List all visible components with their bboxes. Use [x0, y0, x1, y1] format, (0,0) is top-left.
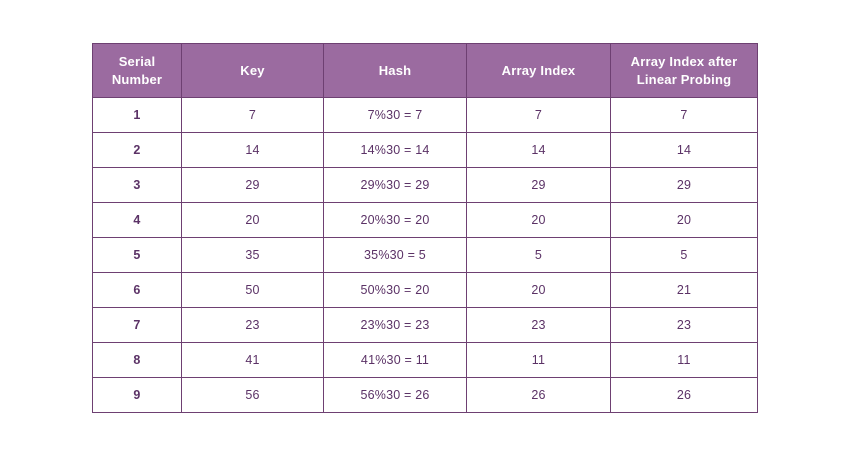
table-row: 8 41 41%30 = 11 11 11 [92, 342, 758, 378]
cell-probed-index: 29 [610, 167, 758, 203]
table-row: 3 29 29%30 = 29 29 29 [92, 167, 758, 203]
cell-array-index: 7 [466, 97, 611, 133]
cell-serial: 8 [92, 342, 182, 378]
table-row: 2 14 14%30 = 14 14 14 [92, 132, 758, 168]
table-row: 6 50 50%30 = 20 20 21 [92, 272, 758, 308]
cell-array-index: 20 [466, 272, 611, 308]
cell-hash: 23%30 = 23 [323, 307, 467, 343]
cell-serial: 9 [92, 377, 182, 413]
cell-key: 41 [181, 342, 324, 378]
cell-serial: 7 [92, 307, 182, 343]
table-body: 1 7 7%30 = 7 7 7 2 14 14%30 = 14 14 14 3… [92, 97, 758, 413]
cell-probed-index: 26 [610, 377, 758, 413]
table-row: 9 56 56%30 = 26 26 26 [92, 377, 758, 413]
cell-probed-index: 11 [610, 342, 758, 378]
cell-array-index: 20 [466, 202, 611, 238]
cell-key: 35 [181, 237, 324, 273]
cell-hash: 41%30 = 11 [323, 342, 467, 378]
table-row: 7 23 23%30 = 23 23 23 [92, 307, 758, 343]
header-row: Serial Number Key Hash Array Index Array… [92, 43, 758, 98]
cell-probed-index: 7 [610, 97, 758, 133]
cell-key: 23 [181, 307, 324, 343]
cell-serial: 1 [92, 97, 182, 133]
table-row: 1 7 7%30 = 7 7 7 [92, 97, 758, 133]
column-header-key: Key [181, 43, 324, 98]
cell-key: 56 [181, 377, 324, 413]
cell-array-index: 11 [466, 342, 611, 378]
cell-array-index: 14 [466, 132, 611, 168]
column-header-array-index: Array Index [466, 43, 611, 98]
column-header-serial-number: Serial Number [92, 43, 182, 98]
column-header-hash: Hash [323, 43, 467, 98]
cell-key: 14 [181, 132, 324, 168]
cell-probed-index: 20 [610, 202, 758, 238]
cell-hash: 56%30 = 26 [323, 377, 467, 413]
cell-array-index: 26 [466, 377, 611, 413]
cell-hash: 50%30 = 20 [323, 272, 467, 308]
cell-key: 29 [181, 167, 324, 203]
cell-key: 20 [181, 202, 324, 238]
cell-hash: 20%30 = 20 [323, 202, 467, 238]
cell-key: 7 [181, 97, 324, 133]
cell-serial: 5 [92, 237, 182, 273]
cell-serial: 6 [92, 272, 182, 308]
cell-array-index: 5 [466, 237, 611, 273]
cell-key: 50 [181, 272, 324, 308]
cell-hash: 14%30 = 14 [323, 132, 467, 168]
table-row: 5 35 35%30 = 5 5 5 [92, 237, 758, 273]
table-row: 4 20 20%30 = 20 20 20 [92, 202, 758, 238]
cell-hash: 29%30 = 29 [323, 167, 467, 203]
cell-probed-index: 14 [610, 132, 758, 168]
cell-probed-index: 23 [610, 307, 758, 343]
cell-hash: 35%30 = 5 [323, 237, 467, 273]
linear-probing-table: Serial Number Key Hash Array Index Array… [92, 43, 758, 413]
cell-hash: 7%30 = 7 [323, 97, 467, 133]
cell-serial: 2 [92, 132, 182, 168]
cell-array-index: 23 [466, 307, 611, 343]
cell-probed-index: 5 [610, 237, 758, 273]
cell-serial: 4 [92, 202, 182, 238]
column-header-array-index-after-linear-probing: Array Index after Linear Probing [610, 43, 758, 98]
table-header: Serial Number Key Hash Array Index Array… [92, 43, 758, 98]
cell-array-index: 29 [466, 167, 611, 203]
cell-serial: 3 [92, 167, 182, 203]
cell-probed-index: 21 [610, 272, 758, 308]
